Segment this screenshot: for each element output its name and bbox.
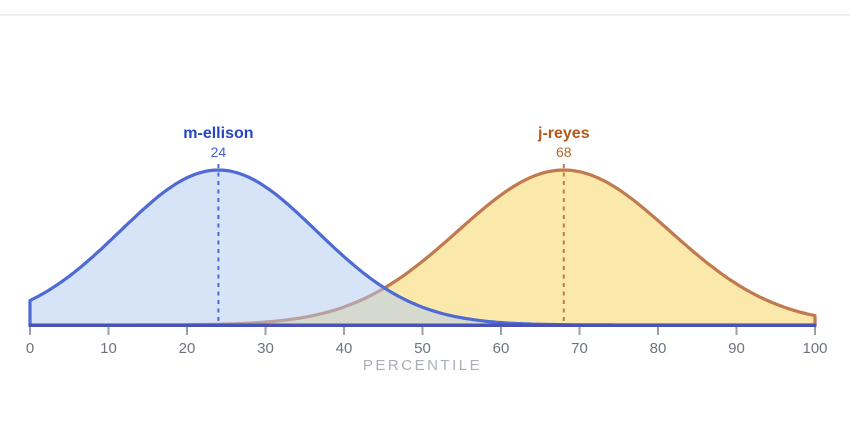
top-divider	[0, 14, 850, 16]
x-tick-label: 50	[414, 340, 431, 357]
curve-name-j-reyes: j-reyes	[538, 125, 590, 142]
curve-area-j-reyes	[30, 170, 815, 325]
x-tick-label: 70	[571, 340, 588, 357]
x-tick-label: 90	[728, 340, 745, 357]
curve-area-m-ellison	[30, 170, 815, 325]
x-axis-line	[28, 323, 817, 327]
curve-peak-value-m-ellison: 24	[210, 144, 227, 160]
x-tick-label: 20	[179, 340, 196, 357]
x-tick-label: 100	[802, 340, 827, 357]
curve-name-m-ellison: m-ellison	[183, 125, 254, 142]
x-tick-label: 30	[257, 340, 274, 357]
x-tick-label: 0	[26, 340, 34, 357]
x-axis-label: PERCENTILE	[362, 357, 483, 374]
curve-label-j-reyes: j-reyes 68	[538, 125, 590, 160]
x-tick-label: 10	[100, 340, 117, 357]
curve-peak-value-j-reyes: 68	[556, 144, 572, 160]
x-tick-label: 60	[493, 340, 510, 357]
curve-label-m-ellison: m-ellison 24	[183, 125, 253, 160]
x-tick-label: 40	[336, 340, 353, 357]
x-tick-label: 80	[650, 340, 667, 357]
